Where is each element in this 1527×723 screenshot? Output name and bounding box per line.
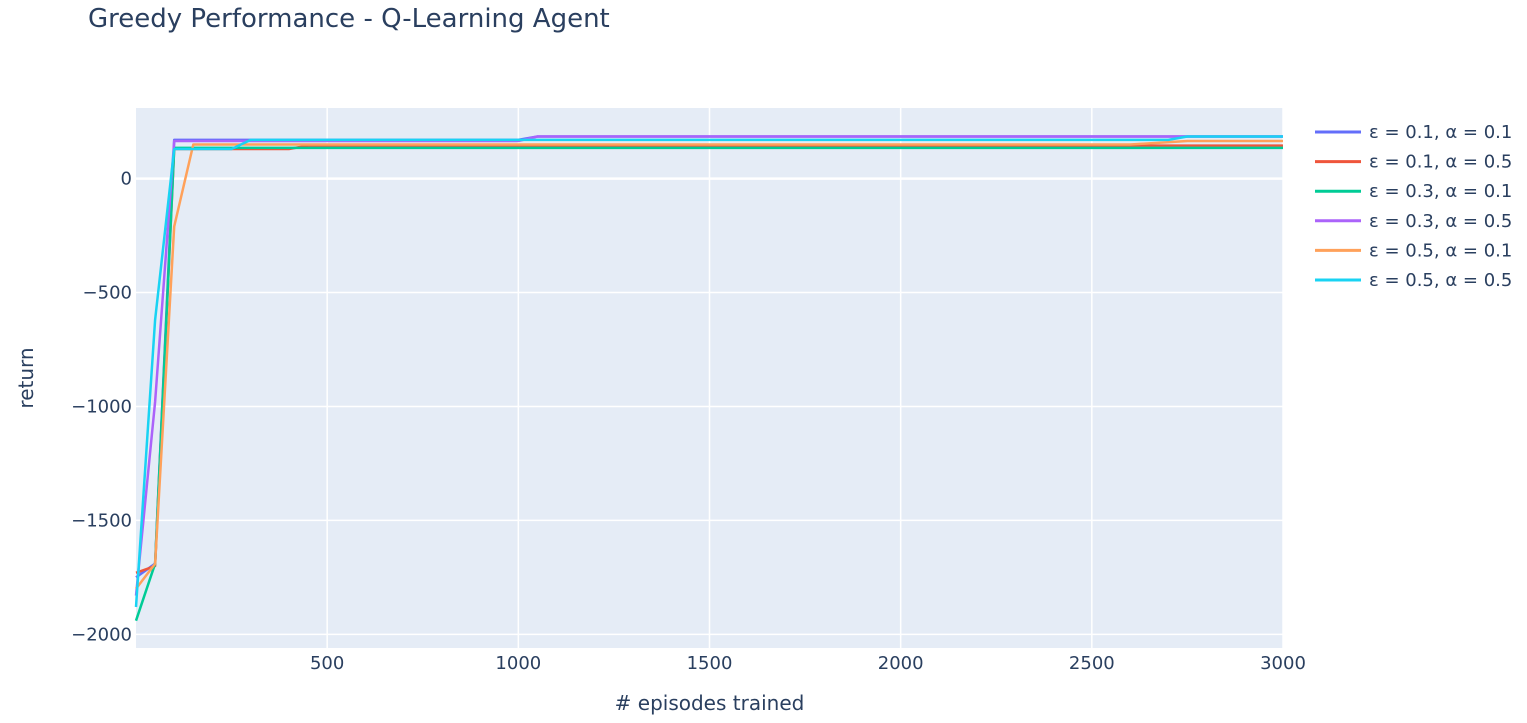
legend-item-5[interactable]: ε = 0.5, α = 0.1 (1315, 240, 1512, 261)
legend: ε = 0.1, α = 0.1 ε = 0.1, α = 0.5 ε = 0.3,… (1315, 122, 1512, 291)
y-tick-label: −2000 (71, 624, 132, 645)
series-line-5[interactable] (135, 139, 1283, 590)
x-tick-labels: 500 1000 1500 2000 2500 3000 (310, 653, 1306, 674)
x-axis-title: # episodes trained (615, 691, 805, 715)
x-tick-label: 1500 (687, 653, 733, 674)
x-tick-label: 2000 (878, 653, 924, 674)
legend-label: ε = 0.1, α = 0.5 (1369, 152, 1512, 173)
legend-label: ε = 0.5, α = 0.1 (1369, 240, 1512, 261)
series-line-6[interactable] (134, 135, 1283, 608)
legend-label: ε = 0.5, α = 0.5 (1369, 270, 1512, 291)
y-gridlines (136, 177, 1283, 636)
y-tick-label: −500 (83, 283, 132, 304)
legend-item-3[interactable]: ε = 0.3, α = 0.1 (1315, 181, 1512, 202)
legend-item-1[interactable]: ε = 0.1, α = 0.1 (1315, 122, 1512, 143)
y-tick-labels: −2000 −1500 −1000 −500 0 (71, 169, 132, 646)
legend-label: ε = 0.3, α = 0.5 (1369, 211, 1512, 232)
legend-label: ε = 0.3, α = 0.1 (1369, 181, 1512, 202)
y-tick-label: −1500 (71, 510, 132, 531)
legend-label: ε = 0.1, α = 0.1 (1369, 122, 1512, 143)
series-line-3[interactable] (134, 146, 1283, 622)
y-axis-title: return (14, 347, 38, 408)
series-layer (134, 135, 1283, 622)
y-tick-label: 0 (121, 169, 132, 190)
x-tick-label: 500 (310, 653, 344, 674)
y-tick-label: −1000 (71, 396, 132, 417)
legend-item-6[interactable]: ε = 0.5, α = 0.5 (1315, 270, 1512, 291)
x-tick-label: 2500 (1069, 653, 1115, 674)
legend-item-2[interactable]: ε = 0.1, α = 0.5 (1315, 152, 1512, 173)
chart-title: Greedy Performance - Q-Learning Agent (88, 4, 610, 34)
x-tick-label: 3000 (1260, 653, 1306, 674)
legend-item-4[interactable]: ε = 0.3, α = 0.5 (1315, 211, 1512, 232)
x-gridlines (326, 108, 1284, 648)
x-tick-label: 1000 (495, 653, 541, 674)
